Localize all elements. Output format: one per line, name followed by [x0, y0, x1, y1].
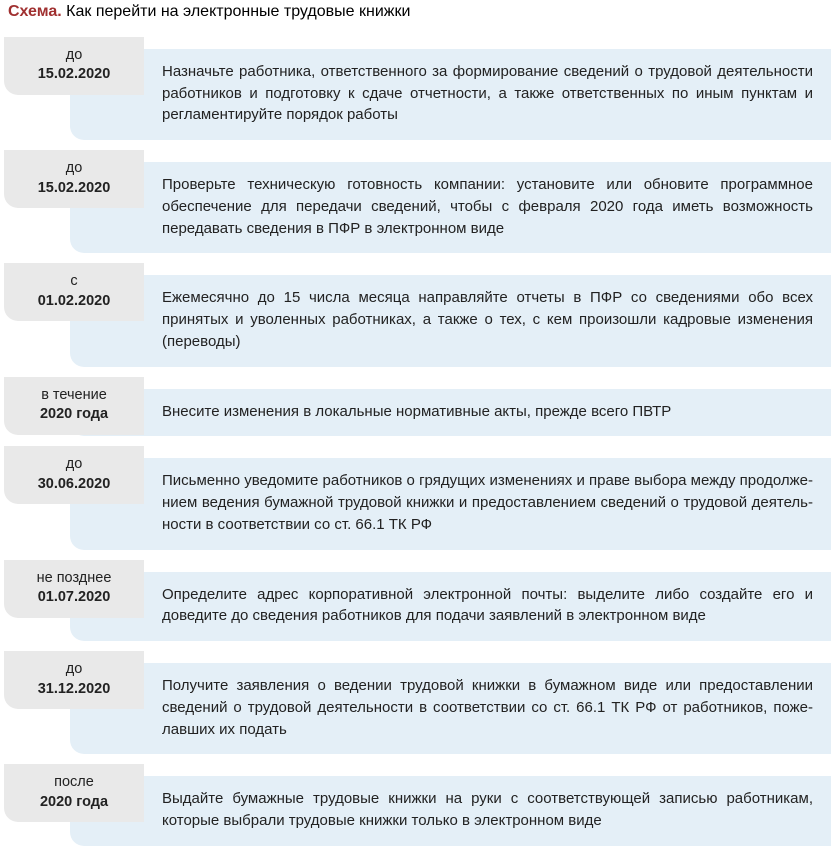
date-pill: до30.06.2020 — [4, 446, 144, 504]
date-prefix: не позднее — [12, 569, 136, 589]
date-pill: в течение2020 года — [4, 377, 144, 435]
date-pill: до31.12.2020 — [4, 651, 144, 709]
date-prefix: до — [12, 159, 136, 179]
step-row: до15.02.2020Назначьте работника, ответст… — [4, 37, 831, 140]
step-body: Определите адрес корпоративной электронн… — [70, 572, 831, 642]
date-value: 15.02.2020 — [12, 65, 136, 85]
date-prefix: после — [12, 773, 136, 793]
date-pill: не позднее01.07.2020 — [4, 560, 144, 618]
step-body: Внесите изменения в локальные нормативны… — [70, 389, 831, 437]
date-pill: после2020 года — [4, 764, 144, 822]
date-prefix: в течение — [12, 386, 136, 406]
step-row: до15.02.2020Проверьте техническую готовн… — [4, 150, 831, 253]
date-value: 15.02.2020 — [12, 179, 136, 199]
step-row: с01.02.2020Ежемесячно до 15 числа месяца… — [4, 263, 831, 366]
step-body: Ежемесячно до 15 числа месяца направляйт… — [70, 275, 831, 366]
title-rest: Как перейти на электронные трудовые книж… — [62, 3, 411, 20]
date-value: 01.02.2020 — [12, 292, 136, 312]
step-row: не позднее01.07.2020Определите адрес кор… — [4, 560, 831, 642]
step-body: Проверьте техническую готовность компани… — [70, 162, 831, 253]
step-body: Письменно уведомите работников о грядущи… — [70, 458, 831, 549]
date-pill: с01.02.2020 — [4, 263, 144, 321]
steps-list: до15.02.2020Назначьте работника, ответст… — [0, 37, 831, 846]
step-row: до30.06.2020Письменно уведомите работник… — [4, 446, 831, 549]
step-row: в течение2020 годаВнесите изменения в ло… — [4, 377, 831, 437]
date-pill: до15.02.2020 — [4, 37, 144, 95]
page-title: Схема. Как перейти на электронные трудов… — [0, 0, 831, 37]
date-value: 01.07.2020 — [12, 588, 136, 608]
step-body: Выдайте бумажные трудовые книжки на руки… — [70, 776, 831, 846]
date-value: 31.12.2020 — [12, 680, 136, 700]
date-prefix: до — [12, 46, 136, 66]
step-body: Назначьте работника, ответственного за ф… — [70, 49, 831, 140]
step-body: Получите заявления о ведении трудовой кн… — [70, 663, 831, 754]
date-prefix: до — [12, 660, 136, 680]
title-bold: Схема. — [8, 3, 62, 20]
date-prefix: с — [12, 272, 136, 292]
step-row: до31.12.2020Получите заявления о ведении… — [4, 651, 831, 754]
date-value: 2020 года — [12, 405, 136, 425]
date-prefix: до — [12, 455, 136, 475]
date-pill: до15.02.2020 — [4, 150, 144, 208]
date-value: 30.06.2020 — [12, 475, 136, 495]
date-value: 2020 года — [12, 793, 136, 813]
step-row: после2020 годаВыдайте бумажные трудовые … — [4, 764, 831, 846]
